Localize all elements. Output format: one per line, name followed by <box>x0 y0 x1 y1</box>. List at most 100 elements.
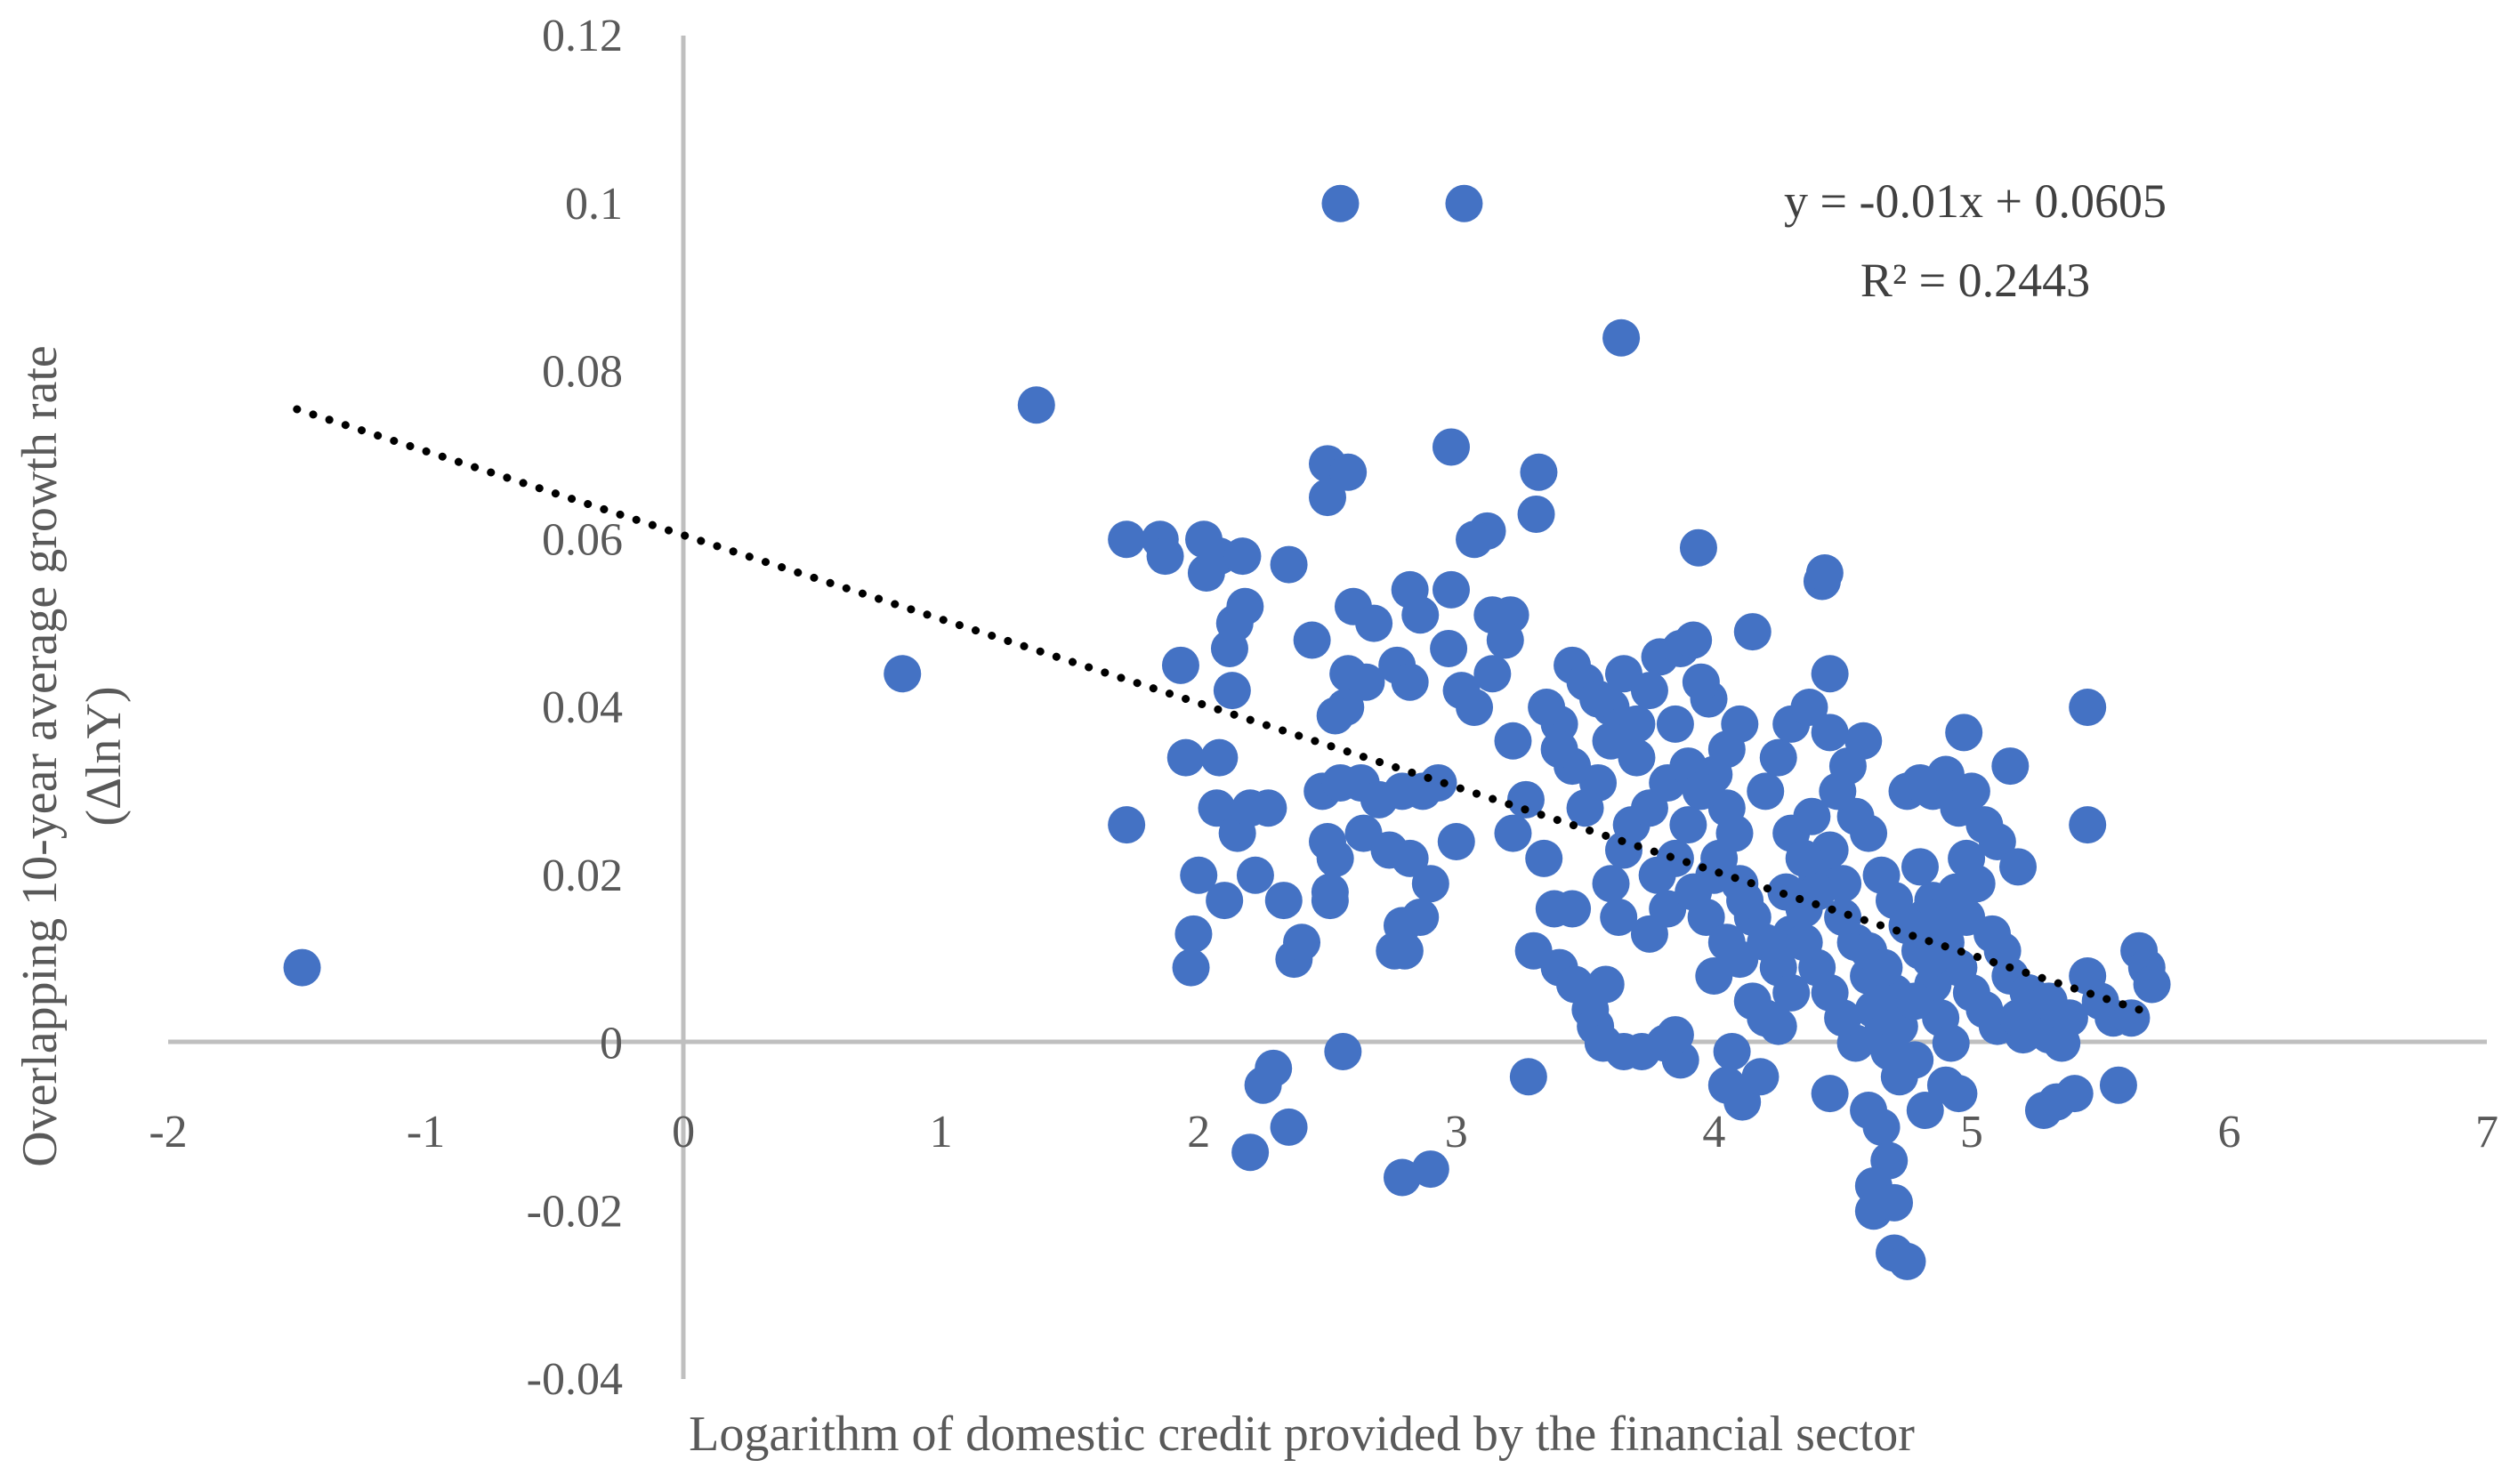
data-point <box>1255 1049 1293 1087</box>
data-point <box>1270 545 1308 584</box>
y-tick-labels: -0.04 -0.02 0 0.02 0.04 0.06 0.08 0.1 0.12 <box>527 11 623 1405</box>
data-point <box>1656 1016 1694 1054</box>
data-point <box>1630 672 1668 710</box>
data-point <box>1437 823 1475 860</box>
data-point <box>1656 705 1694 743</box>
data-point <box>1695 856 1733 894</box>
data-point <box>1999 999 2038 1037</box>
data-point <box>2069 689 2107 726</box>
data-points <box>283 184 2171 1280</box>
data-point <box>1940 1075 1978 1113</box>
x-tick-label: 6 <box>2217 1107 2240 1157</box>
y-tick-label: 0.1 <box>565 179 623 230</box>
data-point <box>1991 747 2030 786</box>
data-point <box>1819 772 1857 811</box>
data-point <box>1391 663 1429 701</box>
data-point <box>1772 973 1811 1012</box>
data-point <box>1540 730 1578 769</box>
data-point <box>1213 672 1251 710</box>
data-point <box>1174 915 1213 953</box>
data-point <box>1896 982 1934 1020</box>
data-point <box>1236 856 1274 894</box>
data-point <box>1309 479 1346 517</box>
data-point <box>1811 1075 1849 1113</box>
data-point <box>1747 923 1785 962</box>
data-point <box>1223 537 1262 576</box>
y-tick-label: 0.06 <box>542 514 623 565</box>
data-point <box>1187 554 1225 592</box>
x-tick-label: 1 <box>930 1107 953 1157</box>
data-point <box>1682 663 1720 701</box>
data-point <box>1432 428 1470 466</box>
data-point <box>1321 184 1360 222</box>
data-point <box>1401 596 1440 634</box>
data-point <box>1844 722 1883 760</box>
data-point <box>1316 697 1354 735</box>
data-point <box>2112 999 2151 1037</box>
data-point <box>1824 898 1862 936</box>
data-point <box>1932 1024 1970 1062</box>
data-point <box>1226 587 1264 625</box>
data-point <box>1525 839 1563 877</box>
data-point <box>1669 806 1707 844</box>
data-point <box>1456 520 1494 559</box>
data-point <box>1456 689 1494 726</box>
x-tick-label: -2 <box>149 1107 187 1157</box>
data-point <box>1249 789 1287 827</box>
data-point <box>2050 999 2088 1037</box>
data-point <box>1180 856 1218 894</box>
data-point <box>1391 839 1429 877</box>
y-axis-title-unit: (ΔlnY) <box>77 686 132 826</box>
data-point <box>1166 738 1205 777</box>
data-point <box>1432 570 1470 609</box>
data-point <box>1494 814 1532 852</box>
data-point <box>1721 705 1759 743</box>
data-point <box>1509 1058 1547 1096</box>
y-tick-label: 0.08 <box>542 347 623 398</box>
data-point <box>1200 738 1239 777</box>
data-point <box>1811 655 1849 693</box>
data-point <box>2099 1066 2137 1104</box>
data-point <box>1172 948 1210 987</box>
data-point <box>1430 629 1468 667</box>
y-tick-label: -0.04 <box>527 1354 623 1405</box>
data-point <box>1793 797 1831 835</box>
x-tick-label: 4 <box>1702 1107 1725 1157</box>
data-point <box>1411 1150 1449 1189</box>
data-point <box>1687 898 1725 936</box>
x-tick-label: 7 <box>2475 1107 2498 1157</box>
trendline <box>293 405 2143 1014</box>
data-point <box>1554 890 1592 928</box>
data-point <box>1973 915 2012 953</box>
data-point <box>1865 948 1903 987</box>
data-point <box>1876 1183 1914 1222</box>
data-point <box>1862 1108 1901 1146</box>
data-point <box>1528 689 1566 726</box>
data-point <box>1602 319 1641 357</box>
data-point <box>1579 680 1618 718</box>
data-point <box>1656 839 1694 877</box>
data-point <box>1741 1058 1780 1096</box>
trend-equation: y = -0.01x + 0.0605 <box>1784 174 2167 228</box>
data-point <box>1675 621 1713 659</box>
data-point <box>1311 882 1349 920</box>
data-point <box>1411 865 1449 903</box>
data-point <box>1600 898 1638 936</box>
data-point <box>1952 772 1990 811</box>
data-point <box>1198 789 1236 827</box>
x-axis-title: Logarithm of domestic credit provided by… <box>689 1407 1915 1462</box>
x-tick-label: 5 <box>1960 1107 1983 1157</box>
data-point <box>1805 554 1844 592</box>
data-point <box>1486 621 1524 659</box>
data-point <box>1316 839 1354 877</box>
data-point <box>1566 789 1604 827</box>
data-point <box>1146 537 1184 576</box>
data-point <box>1999 848 2038 886</box>
data-point <box>1473 655 1512 693</box>
data-point <box>283 948 321 987</box>
data-point <box>1850 814 1888 852</box>
data-point <box>1888 1242 1926 1280</box>
data-point <box>1682 772 1720 811</box>
x-tick-label: 2 <box>1187 1107 1210 1157</box>
data-point <box>1017 386 1055 424</box>
